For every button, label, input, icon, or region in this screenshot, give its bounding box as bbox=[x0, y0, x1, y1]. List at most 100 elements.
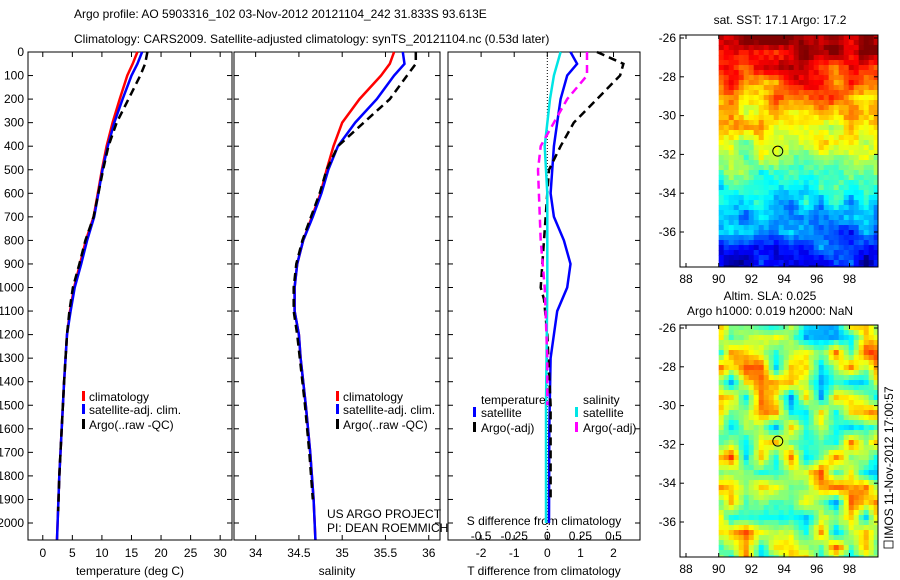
map-cell bbox=[838, 185, 845, 191]
map-cell bbox=[723, 130, 730, 136]
map-cell bbox=[788, 265, 795, 268]
map-cell bbox=[798, 245, 805, 251]
map-cell bbox=[788, 395, 795, 401]
map-cell bbox=[808, 410, 815, 416]
map-cell bbox=[818, 75, 825, 81]
map-cell bbox=[803, 145, 810, 151]
map-cell bbox=[818, 350, 825, 356]
map-cell bbox=[773, 335, 780, 341]
map-cell bbox=[723, 450, 730, 456]
map-cell bbox=[723, 405, 730, 411]
map-cell bbox=[763, 75, 770, 81]
map-cell bbox=[838, 330, 845, 336]
map-cell bbox=[808, 35, 815, 41]
map-cell bbox=[848, 540, 855, 546]
map-cell bbox=[733, 95, 740, 101]
map-cell bbox=[768, 185, 775, 191]
map-cell bbox=[778, 395, 785, 401]
map-cell bbox=[768, 245, 775, 251]
map-cell bbox=[833, 60, 840, 66]
map-cell bbox=[728, 220, 735, 226]
map-cell bbox=[818, 240, 825, 246]
map-cell bbox=[823, 215, 830, 221]
map-cell bbox=[858, 195, 865, 201]
map-cell bbox=[778, 185, 785, 191]
map-cell bbox=[803, 255, 810, 261]
map-cell bbox=[733, 155, 740, 161]
map-cell bbox=[838, 115, 845, 121]
map-cell bbox=[868, 435, 875, 441]
map-cell bbox=[733, 255, 740, 261]
map-cell bbox=[788, 410, 795, 416]
map-cell bbox=[808, 455, 815, 461]
map-cell bbox=[818, 480, 825, 486]
map-cell bbox=[818, 110, 825, 116]
map-cell bbox=[753, 265, 760, 268]
argo-position-marker bbox=[772, 145, 784, 157]
map-cell bbox=[728, 370, 735, 376]
map-cell bbox=[868, 75, 875, 81]
map-cell bbox=[768, 425, 775, 431]
y-tick-label: 100 bbox=[4, 69, 24, 83]
map-cell bbox=[783, 145, 790, 151]
map-cell bbox=[833, 380, 840, 386]
map-cell bbox=[758, 485, 765, 491]
map-cell bbox=[798, 225, 805, 231]
map-cell bbox=[813, 65, 820, 71]
map-cell bbox=[808, 180, 815, 186]
map-cell bbox=[828, 340, 835, 346]
map-cell bbox=[848, 135, 855, 141]
map-cell bbox=[763, 235, 770, 241]
map-cell bbox=[803, 485, 810, 491]
map-cell bbox=[768, 505, 775, 511]
map-cell bbox=[823, 240, 830, 246]
map-cell bbox=[728, 155, 735, 161]
map-cell bbox=[773, 370, 780, 376]
map-cell bbox=[863, 340, 870, 346]
map-cell bbox=[863, 335, 870, 341]
legend-swatch bbox=[82, 391, 85, 401]
map-cell bbox=[873, 555, 879, 558]
map-cell bbox=[738, 85, 745, 91]
map-cell bbox=[833, 105, 840, 111]
map-cell bbox=[733, 65, 740, 71]
map-cell bbox=[728, 450, 735, 456]
map-cell bbox=[813, 430, 820, 436]
map-cell bbox=[738, 250, 745, 256]
map-cell bbox=[773, 425, 780, 431]
map-cell bbox=[733, 445, 740, 451]
map-cell bbox=[728, 490, 735, 496]
map-cell bbox=[828, 115, 835, 121]
map-cell bbox=[848, 90, 855, 96]
map-cell bbox=[838, 60, 845, 66]
map-cell bbox=[783, 520, 790, 526]
map-cell bbox=[828, 550, 835, 556]
map-cell bbox=[818, 400, 825, 406]
map-cell bbox=[803, 160, 810, 166]
map-cell bbox=[818, 545, 825, 551]
map-cell bbox=[738, 490, 745, 496]
map-cell bbox=[868, 540, 875, 546]
map-cell bbox=[873, 375, 879, 381]
map-cell bbox=[833, 360, 840, 366]
map-cell bbox=[838, 450, 845, 456]
map-cell bbox=[828, 375, 835, 381]
map-cell bbox=[793, 490, 800, 496]
map-cell bbox=[828, 410, 835, 416]
map-cell bbox=[828, 515, 835, 521]
map-cell bbox=[843, 465, 850, 471]
map-cell bbox=[868, 230, 875, 236]
map-cell bbox=[778, 485, 785, 491]
map-cell bbox=[833, 230, 840, 236]
map-cell bbox=[723, 90, 730, 96]
y-tick-label: 600 bbox=[4, 186, 24, 200]
map-cell bbox=[788, 390, 795, 396]
map-cell bbox=[798, 390, 805, 396]
map-cell bbox=[813, 490, 820, 496]
map-cell bbox=[833, 120, 840, 126]
map-cell bbox=[753, 60, 760, 66]
map-cell bbox=[763, 480, 770, 486]
map-cell bbox=[823, 150, 830, 156]
map-cell bbox=[858, 120, 865, 126]
map-cell bbox=[828, 150, 835, 156]
